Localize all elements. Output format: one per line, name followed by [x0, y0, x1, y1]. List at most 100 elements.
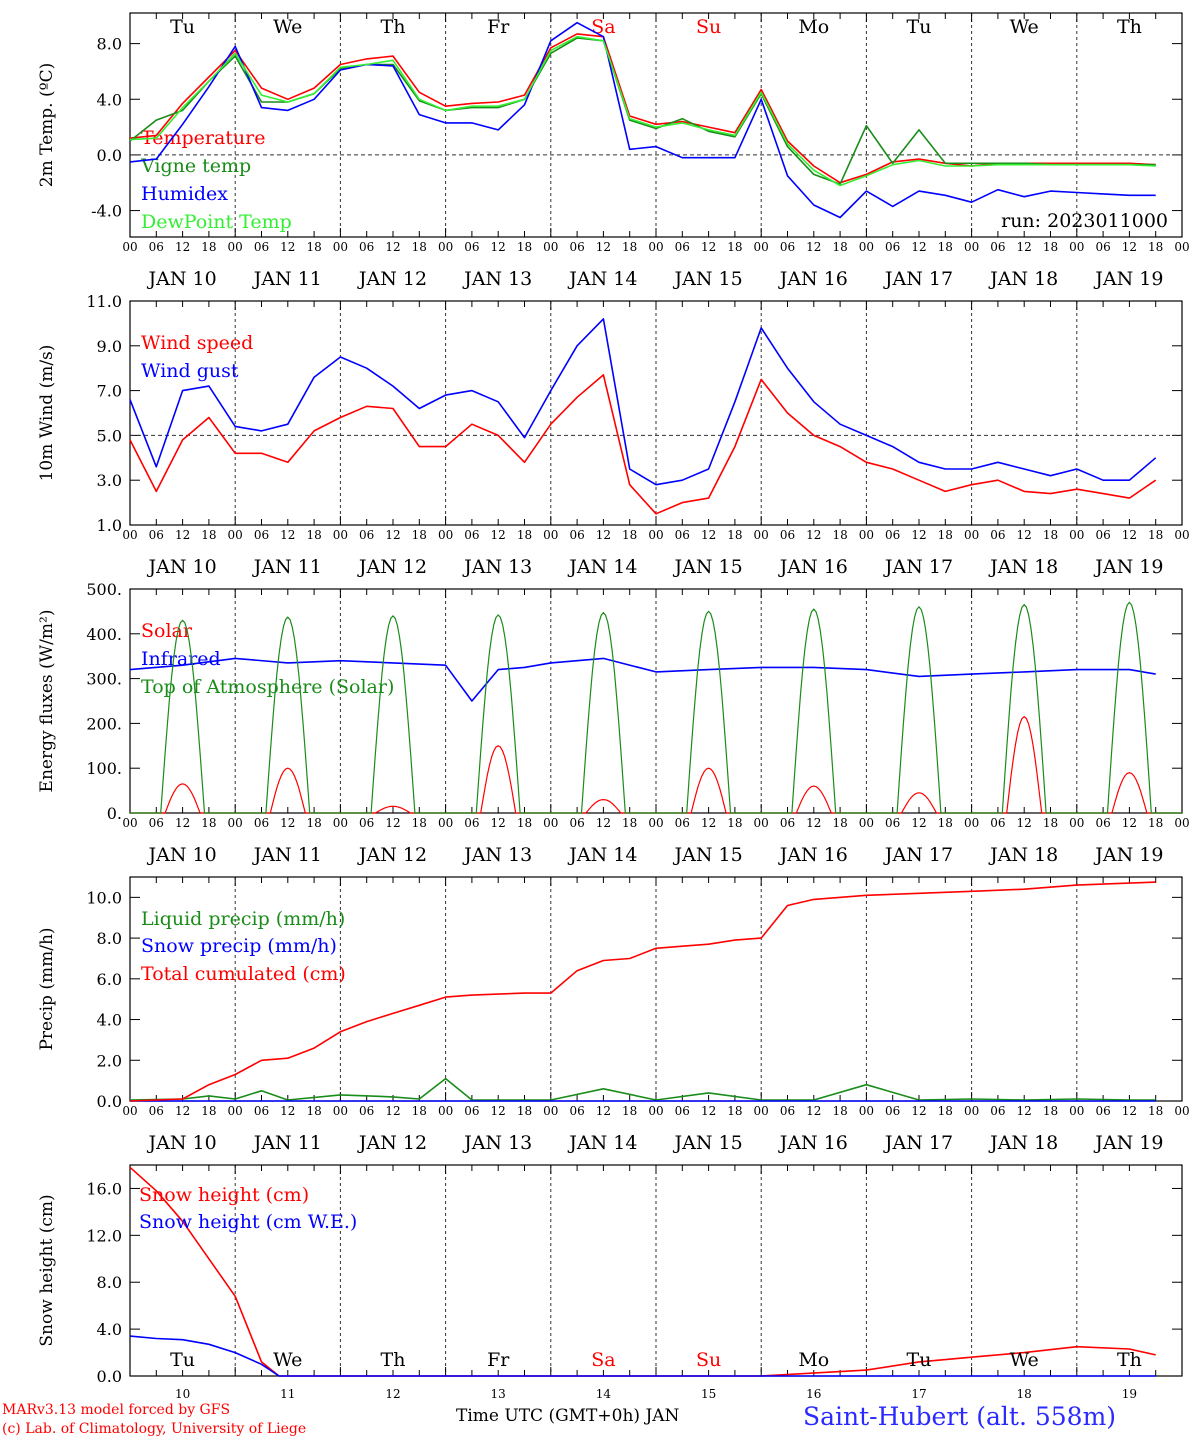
day-number-label: 11	[280, 1387, 295, 1401]
hour-tick-label: 06	[780, 528, 795, 542]
weekday-label: Fr	[487, 16, 510, 38]
hour-tick-label: 18	[306, 528, 321, 542]
day-label: JAN 18	[988, 1132, 1058, 1154]
hour-tick-label: 18	[1043, 1104, 1058, 1118]
y-tick-label: 0.0	[97, 146, 122, 165]
weekday-label: Th	[381, 1349, 406, 1371]
series-wind-gust-line	[129, 318, 1157, 486]
y-tick-label: 500.	[86, 580, 122, 599]
day-label: JAN 11	[252, 1132, 322, 1154]
hour-tick-label: 12	[491, 1104, 506, 1118]
hour-tick-label: 18	[727, 1104, 742, 1118]
y-axis-title: Snow height (cm)	[37, 1194, 57, 1346]
hour-tick-label: 18	[622, 816, 637, 830]
hour-tick-label: 12	[1017, 816, 1032, 830]
hour-tick-label: 12	[806, 816, 821, 830]
hour-tick-label: 00	[543, 528, 558, 542]
hour-tick-label: 06	[1095, 1104, 1110, 1118]
hour-tick-label: 00	[543, 816, 558, 830]
hour-tick-label: 18	[727, 528, 742, 542]
hour-tick-label: 00	[859, 1104, 874, 1118]
lab-credit: (c) Lab. of Climatology, University of L…	[2, 1421, 307, 1437]
hour-tick-label: 06	[569, 1104, 584, 1118]
hour-tick-label: 00	[964, 240, 979, 254]
weekday-label: We	[1010, 1349, 1039, 1371]
hour-tick-label: 12	[701, 240, 716, 254]
day-label: JAN 19	[1093, 844, 1163, 866]
hour-tick-label: 18	[622, 240, 637, 254]
hour-tick-label: 00	[438, 528, 453, 542]
hour-tick-label: 12	[806, 240, 821, 254]
series-total-cumulated-cm-line	[129, 881, 1156, 1102]
weekday-label: Su	[696, 1349, 721, 1371]
weekday-label: Tu	[170, 16, 195, 38]
hour-tick-label: 12	[280, 816, 295, 830]
hour-tick-label: 06	[464, 1104, 479, 1118]
hour-tick-label: 18	[306, 240, 321, 254]
day-label: JAN 12	[357, 268, 427, 290]
weekday-label: Tu	[907, 16, 932, 38]
hour-tick-label: 06	[1095, 240, 1110, 254]
hour-tick-label: 00	[228, 816, 243, 830]
legend-wind-gust: Wind gust	[141, 360, 239, 382]
series-liquid-precip-mm-h-line	[129, 1077, 1156, 1101]
hour-tick-label: 12	[911, 1104, 926, 1118]
hour-tick-label: 00	[648, 816, 663, 830]
weekday-label: Fr	[487, 1349, 510, 1371]
y-tick-label: 0.	[107, 804, 122, 823]
hour-tick-label: 06	[990, 528, 1005, 542]
hour-tick-label: 06	[149, 240, 164, 254]
day-label: JAN 16	[778, 556, 848, 578]
day-number-label: 10	[175, 1387, 190, 1401]
hour-tick-label: 06	[569, 528, 584, 542]
hour-tick-label: 12	[280, 240, 295, 254]
hour-tick-label: 00	[1174, 528, 1189, 542]
hour-tick-label: 12	[385, 1104, 400, 1118]
series-snow-height-cm-w-e-line	[129, 1335, 1156, 1377]
hour-tick-label: 18	[1148, 1104, 1163, 1118]
y-tick-label: 12.0	[86, 1226, 122, 1245]
hour-tick-label: 00	[438, 816, 453, 830]
hour-tick-label: 00	[754, 816, 769, 830]
hour-tick-label: 00	[1174, 240, 1189, 254]
hour-tick-label: 00	[333, 528, 348, 542]
hour-tick-label: 06	[359, 240, 374, 254]
legend-snow-height-cm: Snow height (cm)	[139, 1184, 309, 1206]
day-label: JAN 12	[357, 556, 427, 578]
day-label: JAN 14	[567, 1132, 637, 1154]
hour-tick-label: 00	[543, 1104, 558, 1118]
hour-tick-label: 06	[359, 1104, 374, 1118]
hour-tick-label: 06	[990, 816, 1005, 830]
y-tick-label: 1.0	[97, 516, 122, 535]
y-tick-label: 5.0	[97, 426, 122, 445]
hour-tick-label: 12	[911, 528, 926, 542]
hour-tick-label: 00	[859, 240, 874, 254]
series-temperature-line	[129, 33, 1156, 184]
hour-tick-label: 12	[1122, 528, 1137, 542]
weekday-label: Sa	[591, 1349, 615, 1371]
hour-tick-label: 00	[648, 240, 663, 254]
day-label: JAN 18	[988, 268, 1058, 290]
hour-tick-label: 12	[806, 528, 821, 542]
day-label: JAN 16	[778, 268, 848, 290]
day-label: JAN 14	[567, 844, 637, 866]
day-label: JAN 19	[1093, 268, 1163, 290]
day-label: JAN 13	[462, 1132, 532, 1154]
weekday-label: Th	[381, 16, 406, 38]
hour-tick-label: 00	[1174, 1104, 1189, 1118]
hour-tick-label: 00	[1069, 528, 1084, 542]
weekday-label: Sa	[591, 16, 615, 38]
day-label: JAN 12	[357, 1132, 427, 1154]
day-number-label: 16	[806, 1387, 821, 1401]
y-tick-label: 9.0	[97, 337, 122, 356]
hour-tick-label: 12	[596, 1104, 611, 1118]
weekday-label: Th	[1117, 16, 1142, 38]
day-label: JAN 15	[673, 1132, 743, 1154]
day-number-label: 14	[596, 1387, 612, 1401]
y-tick-label: 100.	[86, 759, 122, 778]
hour-tick-label: 06	[1095, 816, 1110, 830]
y-tick-label: 200.	[86, 714, 122, 733]
y-tick-label: 4.0	[97, 1320, 122, 1339]
plot-frame-3	[129, 588, 1183, 814]
